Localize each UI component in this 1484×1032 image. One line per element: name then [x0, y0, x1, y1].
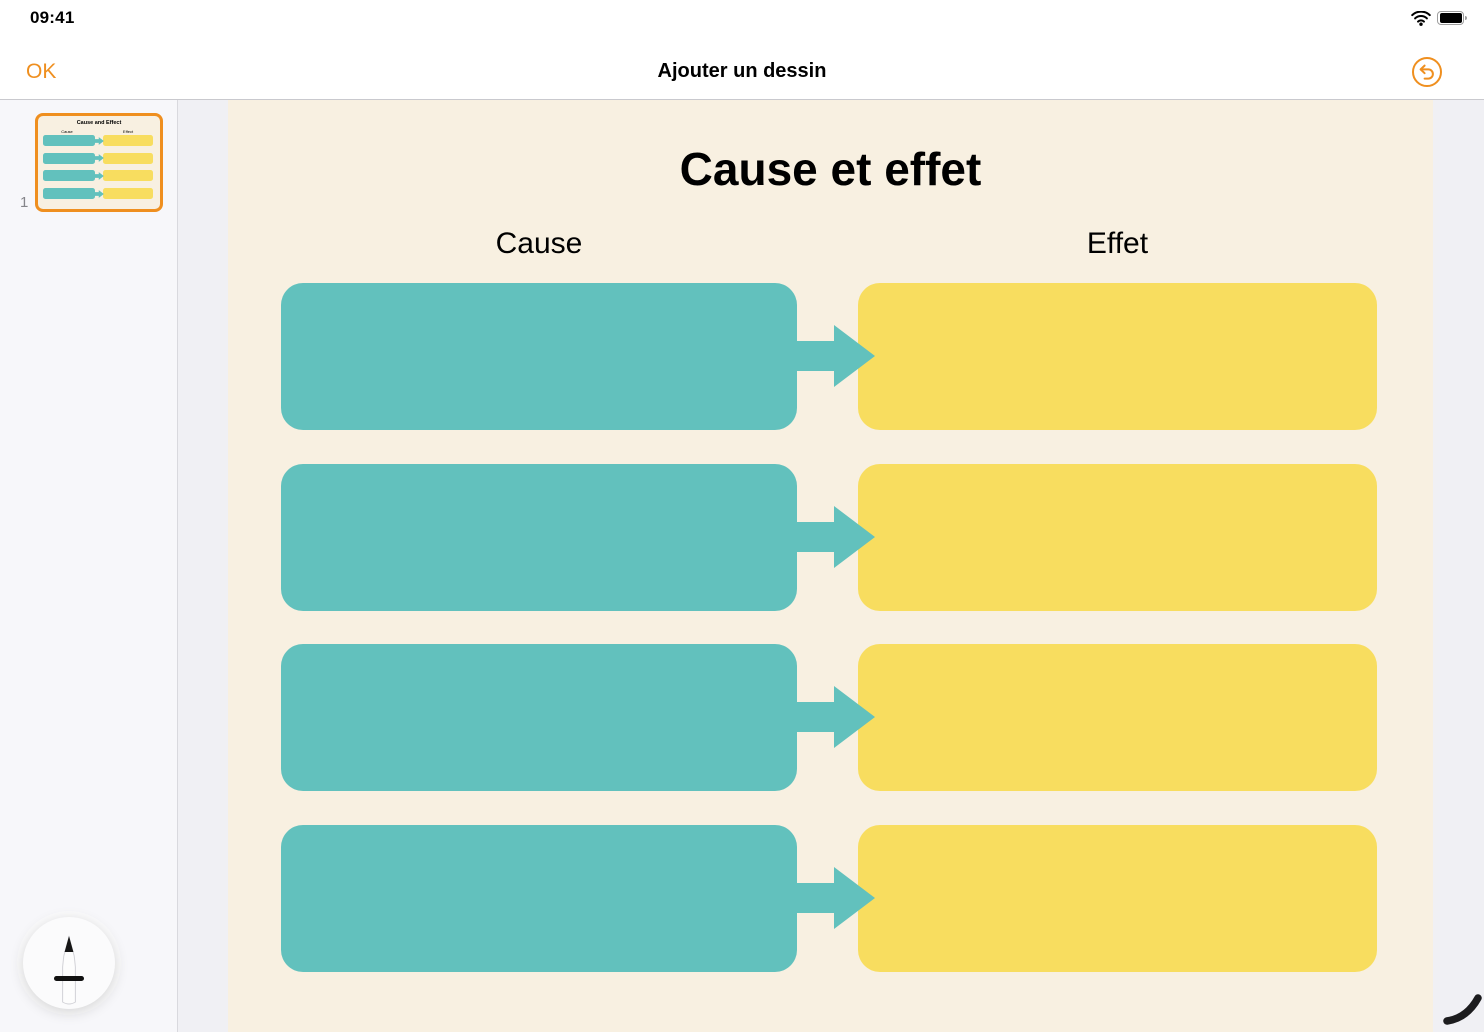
- thumbnail-title: Cause and Effect: [76, 120, 122, 126]
- thumb-row: [38, 135, 160, 146]
- diagram-row: [281, 283, 1377, 430]
- thumbnail-column-left: Cause: [61, 129, 73, 134]
- cause-effect-arrow: [796, 505, 875, 568]
- effect-box: [858, 824, 1377, 972]
- cause-box: [281, 644, 797, 791]
- thumb-row: [38, 188, 160, 200]
- cause-effect-arrow: [796, 686, 875, 748]
- diagram-row: [281, 824, 1377, 972]
- thumb-cause-box: [43, 152, 95, 164]
- diagram-row: [281, 644, 1377, 791]
- battery-icon: [1437, 10, 1467, 26]
- header: 09:41 OK Ajouter un dessin: [0, 0, 1484, 100]
- cause-box: [281, 283, 797, 430]
- effect-box: [858, 463, 1377, 611]
- pen-stroke: [1443, 994, 1482, 1025]
- pencil-icon: [54, 935, 84, 1005]
- thumb-rows: [38, 116, 160, 209]
- thumb-effect-box: [103, 170, 153, 182]
- effect-box: [858, 644, 1377, 791]
- thumb-cause-box: [43, 188, 95, 200]
- thumb-cause-box: [43, 170, 95, 182]
- pencil-tool-button[interactable]: [23, 917, 115, 1009]
- column-header-effect: Effet: [1086, 227, 1149, 260]
- page-title: Ajouter un dessin: [657, 60, 827, 82]
- thumb-row: [38, 152, 160, 164]
- wifi-icon: [1411, 10, 1431, 26]
- thumb-effect-box: [103, 152, 153, 164]
- right-gutter: [1433, 100, 1484, 1032]
- page-thumbnail[interactable]: Cause and Effect Cause Effect: [35, 113, 163, 212]
- thumb-arrow: [94, 136, 104, 145]
- thumb-row: [38, 170, 160, 182]
- page-number: 1: [20, 194, 29, 211]
- thumb-arrow: [94, 189, 104, 198]
- cause-effect-arrow: [796, 325, 875, 387]
- thumb-arrow: [94, 172, 104, 180]
- column-header-cause: Cause: [495, 227, 583, 260]
- undo-button[interactable]: [1411, 56, 1443, 88]
- thumb-arrow: [94, 154, 104, 163]
- undo-icon: [1412, 57, 1442, 87]
- diagram-title: Cause et effet: [679, 143, 982, 195]
- cause-box: [281, 824, 797, 972]
- cause-effect-arrow: [796, 866, 875, 929]
- thumb-effect-box: [103, 135, 153, 146]
- thumbnail-column-right: Effect: [122, 129, 134, 134]
- drawing-canvas[interactable]: Cause et effet Cause Effet: [228, 100, 1433, 1032]
- effect-box: [858, 283, 1377, 430]
- diagram-rows: [281, 283, 1377, 983]
- cause-box: [281, 463, 797, 611]
- diagram-row: [281, 463, 1377, 611]
- status-icons: [1411, 10, 1467, 26]
- canvas-left-margin: [178, 100, 228, 1032]
- sidebar: Cause and Effect Cause Effect 1: [0, 100, 178, 1032]
- status-time: 09:41: [30, 8, 75, 27]
- thumb-cause-box: [43, 135, 95, 146]
- done-button[interactable]: OK: [26, 58, 56, 86]
- thumb-effect-box: [103, 188, 153, 200]
